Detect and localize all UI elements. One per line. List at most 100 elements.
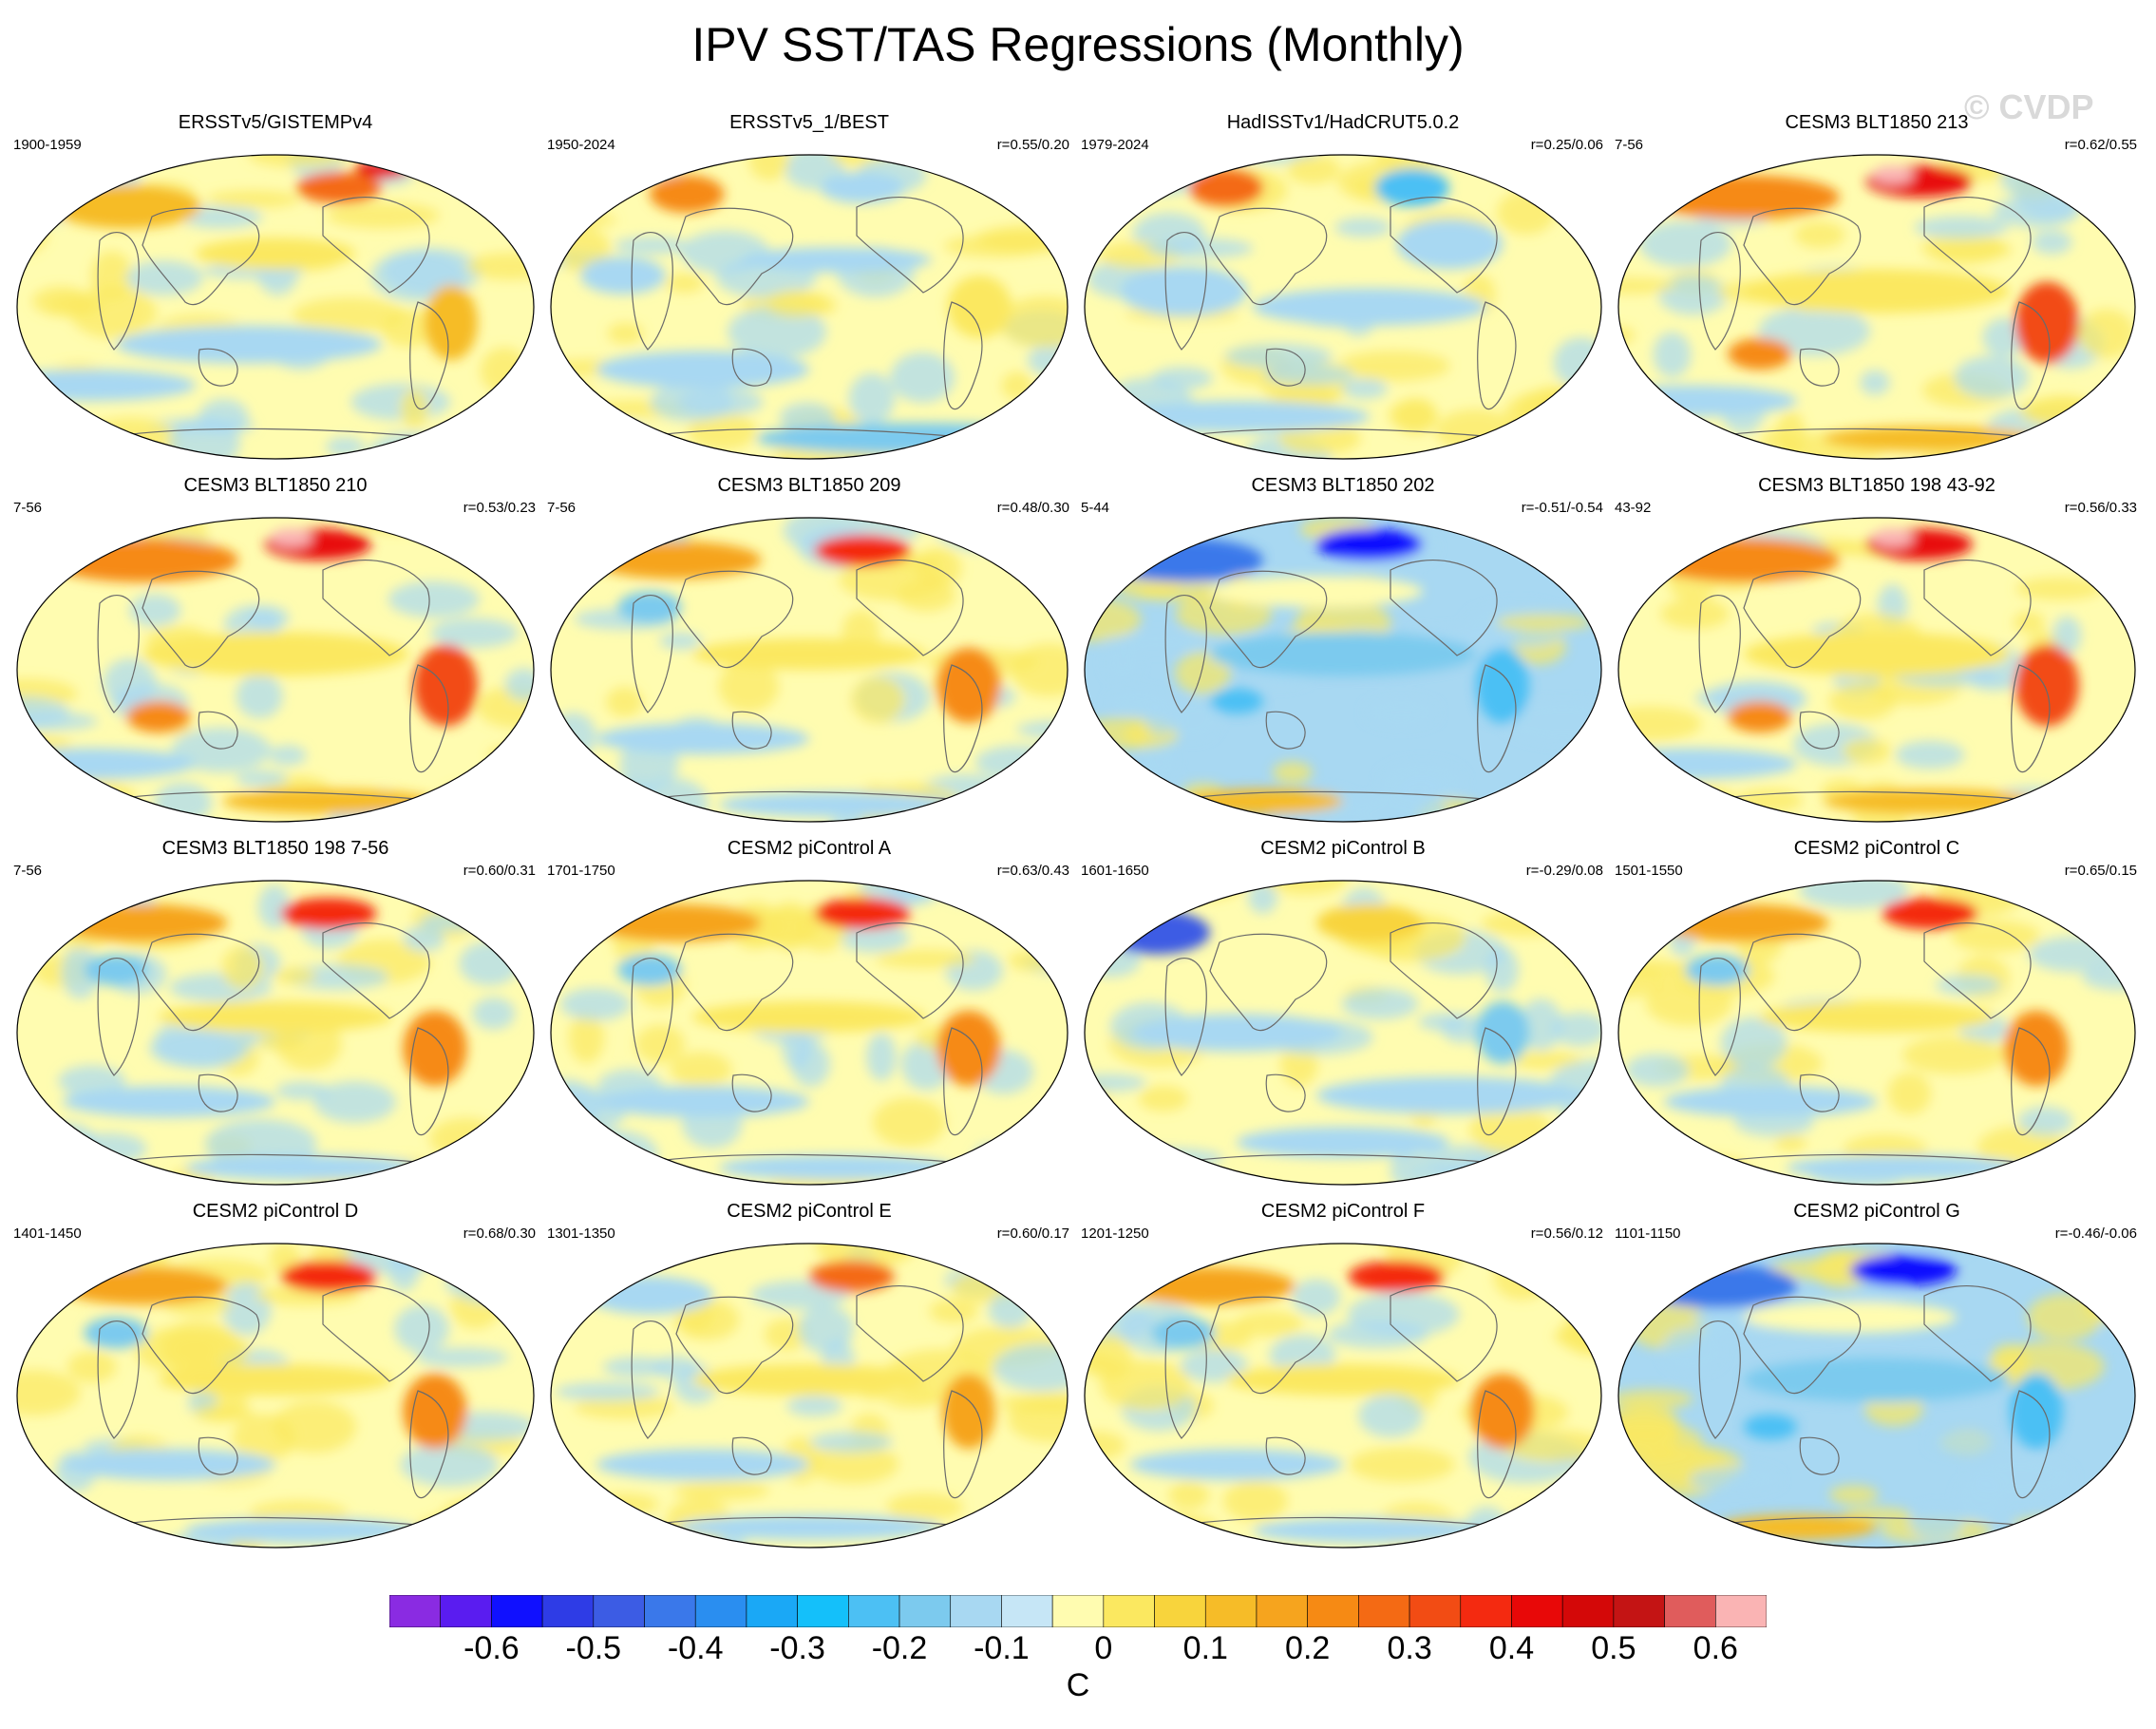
panel-correlation: r=0.68/0.30 bbox=[463, 1226, 536, 1242]
anomaly-region bbox=[1316, 903, 1423, 942]
anomaly-region bbox=[2014, 644, 2079, 727]
map-outline bbox=[550, 1243, 1069, 1548]
coastline bbox=[322, 197, 430, 294]
field-patch bbox=[728, 305, 827, 359]
colorbar-tick-label: 0 bbox=[1094, 1630, 1113, 1666]
coastline bbox=[1164, 232, 1207, 351]
anomaly-region bbox=[1744, 1302, 1957, 1333]
panel-correlation: r=0.56/0.12 bbox=[1530, 1226, 1603, 1242]
field-patch bbox=[469, 541, 534, 562]
field-patch bbox=[2078, 309, 2135, 358]
field-patch bbox=[125, 260, 203, 295]
anomaly-region bbox=[596, 723, 809, 755]
anomaly-region bbox=[718, 791, 954, 818]
field-patch bbox=[1768, 1258, 1880, 1281]
field-patch bbox=[491, 745, 534, 784]
map-outline bbox=[1084, 517, 1602, 823]
anomaly-region bbox=[296, 172, 383, 204]
anomaly-region bbox=[2004, 1010, 2069, 1087]
panel-period: 1900-1959 bbox=[13, 137, 82, 153]
coastline bbox=[1265, 1436, 1306, 1475]
field-patch bbox=[851, 676, 905, 723]
coastline bbox=[1799, 711, 1840, 750]
coastline bbox=[1724, 1153, 2030, 1164]
coastline bbox=[123, 790, 428, 801]
map-panel: CESM2 piControl A 1701-1750 r=0.63/0.43 bbox=[543, 838, 1075, 1199]
panel-correlation: r=-0.46/-0.06 bbox=[2054, 1226, 2137, 1242]
anomaly-region bbox=[270, 528, 313, 548]
field-patch bbox=[1085, 155, 1159, 181]
field-patch bbox=[439, 1495, 534, 1542]
field-patch bbox=[1665, 881, 1713, 899]
coastline bbox=[2011, 1027, 2051, 1136]
field-patch bbox=[1180, 1348, 1248, 1383]
field-patch bbox=[1485, 946, 1519, 993]
coastline bbox=[1209, 207, 1328, 306]
panel-title: CESM2 piControl F bbox=[1260, 1201, 1426, 1222]
regression-map bbox=[1084, 880, 1602, 1186]
field-patch bbox=[257, 1034, 304, 1051]
field-patch bbox=[606, 687, 643, 717]
field-patch bbox=[972, 1144, 1005, 1185]
anomaly-region bbox=[84, 1317, 148, 1349]
anomaly-region bbox=[1786, 1154, 2021, 1181]
field-patch bbox=[38, 1123, 97, 1162]
field-patch bbox=[1132, 155, 1186, 182]
panel-title: ERSSTv5/GISTEMPv4 bbox=[178, 112, 373, 133]
field-patch bbox=[1224, 343, 1333, 369]
coastline bbox=[1799, 348, 1840, 387]
anomaly-region bbox=[580, 256, 666, 294]
colorbar-tick-label: 0.1 bbox=[1182, 1630, 1228, 1666]
map-panel: CESM3 BLT1850 213 7-56 r=0.62/0.55 bbox=[1611, 112, 2143, 473]
anomaly-region bbox=[676, 1514, 942, 1540]
coastline bbox=[656, 428, 962, 438]
coastline bbox=[1265, 711, 1306, 750]
field-patch bbox=[1481, 910, 1570, 937]
coastline bbox=[1265, 1074, 1306, 1112]
field-patch bbox=[463, 881, 534, 922]
field-patch bbox=[551, 1116, 602, 1134]
field-patch bbox=[1435, 408, 1515, 451]
coastline bbox=[856, 1285, 964, 1382]
field-patch bbox=[2000, 158, 2069, 200]
field-patch bbox=[2070, 787, 2101, 822]
field-patch bbox=[1504, 390, 1589, 439]
anomaly-region bbox=[936, 1010, 1001, 1087]
field-patch bbox=[592, 420, 648, 449]
field-patch bbox=[1720, 1016, 1787, 1070]
coastline bbox=[1390, 922, 1498, 1019]
field-patch bbox=[1895, 740, 1965, 770]
colorbar-tick-label: -0.5 bbox=[565, 1630, 622, 1666]
field-patch bbox=[1341, 378, 1388, 399]
colorbar-swatch bbox=[1204, 1595, 1258, 1627]
map-outline bbox=[550, 880, 1069, 1186]
colorbar-swatch bbox=[1051, 1595, 1105, 1627]
field-patch bbox=[2079, 553, 2135, 573]
field-patch bbox=[1794, 221, 1845, 249]
panel-period: 7-56 bbox=[13, 500, 43, 516]
field-patch bbox=[31, 286, 90, 316]
coastline bbox=[2011, 301, 2051, 410]
anomaly-region bbox=[1744, 1414, 1797, 1440]
colorbar-tick-labels: -0.6 -0.5 -0.4 -0.3 -0.2 -0.1 0 0.1 0.2 0.3 0.4 0.5… bbox=[0, 1630, 2156, 1668]
field-patch bbox=[2081, 1255, 2135, 1296]
panel-period: 43-92 bbox=[1615, 500, 1652, 516]
field-patch bbox=[1829, 1485, 1879, 1505]
map-panel: CESM3 BLT1850 198 43-92 43-92 r=0.56/0.33 bbox=[1611, 475, 2143, 836]
field-patch bbox=[1936, 975, 2001, 996]
field-patch bbox=[1008, 950, 1062, 971]
coastline bbox=[142, 570, 260, 669]
anomaly-region bbox=[596, 1086, 809, 1118]
coastline bbox=[142, 207, 260, 306]
field-patch bbox=[1001, 371, 1033, 400]
coastline bbox=[198, 1074, 238, 1112]
anomaly-region bbox=[413, 644, 478, 727]
anomaly-region bbox=[585, 1276, 714, 1315]
field-patch bbox=[929, 1299, 978, 1323]
coastline bbox=[675, 207, 794, 306]
coastline bbox=[856, 197, 964, 294]
colorbar-tick-label: -0.6 bbox=[463, 1630, 520, 1666]
field-patch bbox=[1860, 370, 1890, 395]
field-patch bbox=[786, 1395, 842, 1416]
anomaly-region bbox=[691, 638, 927, 670]
